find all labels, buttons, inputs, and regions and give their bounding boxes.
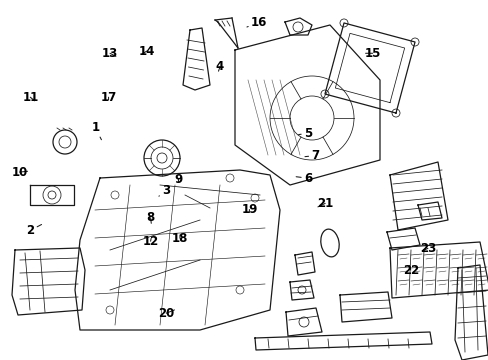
Text: 21: 21 — [316, 197, 333, 210]
Text: 7: 7 — [305, 149, 319, 162]
Text: 19: 19 — [241, 203, 257, 216]
Text: 5: 5 — [298, 127, 311, 140]
Text: 23: 23 — [419, 242, 435, 255]
Text: 16: 16 — [246, 16, 267, 29]
Text: 14: 14 — [138, 45, 155, 58]
Text: 2: 2 — [26, 224, 41, 237]
Text: 10: 10 — [11, 166, 28, 179]
Text: 11: 11 — [22, 91, 39, 104]
Text: 15: 15 — [364, 47, 380, 60]
Text: 9: 9 — [174, 173, 182, 186]
Text: 22: 22 — [402, 264, 418, 276]
Text: 3: 3 — [159, 184, 170, 197]
Text: 4: 4 — [216, 60, 224, 73]
Text: 20: 20 — [158, 307, 174, 320]
Text: 12: 12 — [142, 235, 159, 248]
Text: 8: 8 — [146, 211, 154, 224]
Text: 18: 18 — [171, 232, 188, 245]
Text: 13: 13 — [102, 47, 118, 60]
Text: 6: 6 — [296, 172, 311, 185]
Text: 17: 17 — [100, 91, 117, 104]
Text: 1: 1 — [91, 121, 101, 140]
